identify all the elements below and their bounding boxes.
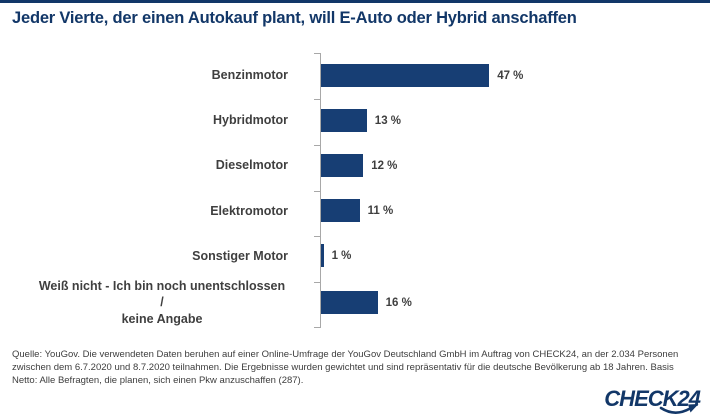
value-label: 12 % [371, 159, 398, 172]
bar-row-benzinmotor: Benzinmotor 47 % [0, 53, 710, 98]
check24-swoosh-icon [659, 404, 699, 414]
axis-tick [314, 53, 320, 54]
bar-row-elektromotor: Elektromotor 11 % [0, 188, 710, 233]
value-label: 11 % [367, 204, 394, 217]
bar-row-weiss-nicht: Weiß nicht - Ich bin noch unentschlossen… [0, 278, 710, 327]
bar-row-dieselmotor: Dieselmotor 12 % [0, 143, 710, 188]
category-label: Hybridmotor [213, 113, 288, 128]
category-label: Benzinmotor [211, 68, 288, 83]
bar-hybridmotor [320, 109, 367, 133]
value-label: 47 % [497, 69, 524, 82]
category-axis-line [314, 53, 321, 328]
bar-row-sonstiger-motor: Sonstiger Motor 1 % [0, 233, 710, 278]
value-label: 13 % [374, 114, 402, 127]
category-label: Sonstiger Motor [192, 248, 288, 263]
bar-row-hybridmotor: Hybridmotor 13 % [0, 98, 710, 143]
bar-chart: Benzinmotor 47 % Hybridmotor 13 % Diesel… [0, 53, 710, 327]
axis-tick [314, 282, 320, 284]
bar-elektromotor [320, 199, 360, 223]
axis-tick [314, 236, 320, 238]
top-divider-rule [0, 0, 710, 3]
category-label: Weiß nicht - Ich bin noch unentschlossen… [38, 279, 286, 326]
axis-tick [314, 144, 320, 146]
source-attribution-text: Quelle: YouGov. Die verwendeten Daten be… [12, 349, 679, 387]
axis-tick [314, 98, 320, 100]
check24-logo: CHECK24 [604, 386, 701, 414]
axis-tick [314, 190, 320, 192]
bar-weiss-nicht [320, 291, 378, 315]
bar-sonstiger-motor [320, 244, 324, 268]
category-label: Elektromotor [210, 203, 288, 218]
category-label: Dieselmotor [215, 158, 288, 173]
bar-benzinmotor [320, 64, 490, 88]
axis-tick [314, 327, 320, 328]
chart-title: Jeder Vierte, der einen Autokauf plant, … [12, 9, 577, 27]
value-label: 16 % [385, 296, 412, 309]
value-label: 1 % [331, 249, 352, 262]
bar-dieselmotor [320, 154, 364, 178]
check24-logo-text: CHECK24 [604, 386, 701, 411]
